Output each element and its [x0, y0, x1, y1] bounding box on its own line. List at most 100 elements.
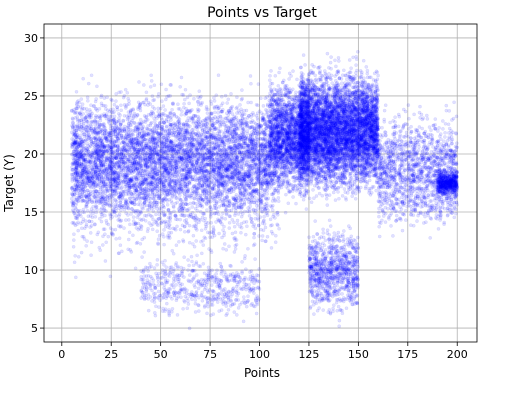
scatter-point	[256, 130, 259, 133]
scatter-point	[171, 108, 174, 111]
scatter-point	[127, 97, 130, 100]
scatter-point	[101, 191, 104, 194]
scatter-point	[122, 168, 125, 171]
scatter-point	[200, 162, 203, 165]
scatter-point	[149, 85, 152, 88]
scatter-point	[265, 109, 268, 112]
scatter-point	[123, 125, 126, 128]
scatter-point	[187, 162, 190, 165]
scatter-point	[95, 85, 98, 88]
scatter-point	[113, 103, 116, 106]
scatter-point	[224, 94, 227, 97]
scatter-point	[182, 139, 185, 142]
scatter-point	[97, 174, 100, 177]
scatter-point	[105, 202, 108, 205]
scatter-point	[169, 94, 172, 97]
scatter-point	[226, 101, 229, 104]
scatter-point	[87, 131, 90, 134]
scatter-point	[157, 92, 160, 95]
scatter-point	[196, 125, 199, 128]
scatter-point	[99, 119, 102, 122]
scatter-point	[192, 97, 195, 100]
scatter-point	[240, 119, 243, 122]
scatter-point	[213, 99, 216, 102]
scatter-point	[219, 115, 222, 118]
scatter-point	[122, 119, 125, 122]
scatter-point	[125, 192, 128, 195]
scatter-point	[145, 127, 148, 130]
scatter-point	[153, 120, 156, 123]
scatter-point	[162, 121, 165, 124]
scatter-point	[222, 121, 225, 124]
scatter-point	[76, 107, 79, 110]
scatter-point	[235, 193, 238, 196]
scatter-point	[228, 209, 231, 212]
scatter-point	[75, 90, 78, 93]
scatter-point	[93, 104, 96, 107]
scatter-point	[182, 106, 185, 109]
scatter-point	[250, 101, 253, 104]
scatter-point	[233, 225, 236, 228]
scatter-point	[140, 126, 143, 129]
scatter-point	[160, 100, 163, 103]
scatter-point	[120, 187, 123, 190]
scatter-point	[95, 97, 98, 100]
scatter-point	[202, 219, 205, 222]
scatter-point	[184, 142, 187, 145]
scatter-point	[122, 190, 125, 193]
scatter-point	[119, 90, 122, 93]
scatter-point	[150, 79, 153, 82]
scatter-point	[93, 120, 96, 123]
scatter-point	[71, 118, 74, 121]
scatter-point	[191, 175, 194, 178]
scatter-point	[215, 94, 218, 97]
scatter-point	[97, 115, 100, 118]
scatter-point	[158, 196, 161, 199]
scatter-point	[235, 96, 238, 99]
scatter-point	[228, 199, 231, 202]
scatter-point	[111, 126, 114, 129]
scatter-point	[218, 123, 221, 126]
scatter-point	[94, 206, 97, 209]
scatter-point	[82, 77, 85, 80]
scatter-point	[106, 96, 109, 99]
scatter-point	[102, 122, 105, 125]
scatter-point	[125, 188, 128, 191]
scatter-point	[224, 171, 227, 174]
scatter-point	[149, 128, 152, 131]
scatter-point	[215, 202, 218, 205]
scatter-point	[214, 115, 217, 118]
scatter-point	[243, 210, 246, 213]
scatter-point	[210, 142, 213, 145]
scatter-point	[123, 144, 126, 147]
scatter-point	[87, 153, 90, 156]
scatter-point	[229, 92, 232, 95]
scatter-point	[197, 103, 200, 106]
scatter-point	[250, 121, 253, 124]
scatter-point	[217, 74, 220, 77]
scatter-point	[231, 181, 234, 184]
scatter-point	[137, 128, 140, 131]
scatter-point	[225, 117, 228, 120]
scatter-point	[196, 152, 199, 155]
scatter-point	[123, 103, 126, 106]
scatter-point	[240, 114, 243, 117]
scatter-point	[154, 213, 157, 216]
scatter-point	[231, 196, 234, 199]
scatter-point	[70, 197, 73, 200]
scatter-point	[205, 203, 208, 206]
scatter-point	[105, 112, 108, 115]
scatter-point	[118, 213, 121, 216]
scatter-point	[183, 98, 186, 101]
scatter-point	[175, 170, 178, 173]
scatter-point	[122, 164, 125, 167]
scatter-point	[145, 99, 148, 102]
scatter-point	[73, 112, 76, 115]
scatter-point	[247, 101, 250, 104]
scatter-point	[209, 100, 212, 103]
scatter-point	[120, 109, 123, 112]
scatter-point	[81, 103, 84, 106]
scatter-point	[201, 128, 204, 131]
